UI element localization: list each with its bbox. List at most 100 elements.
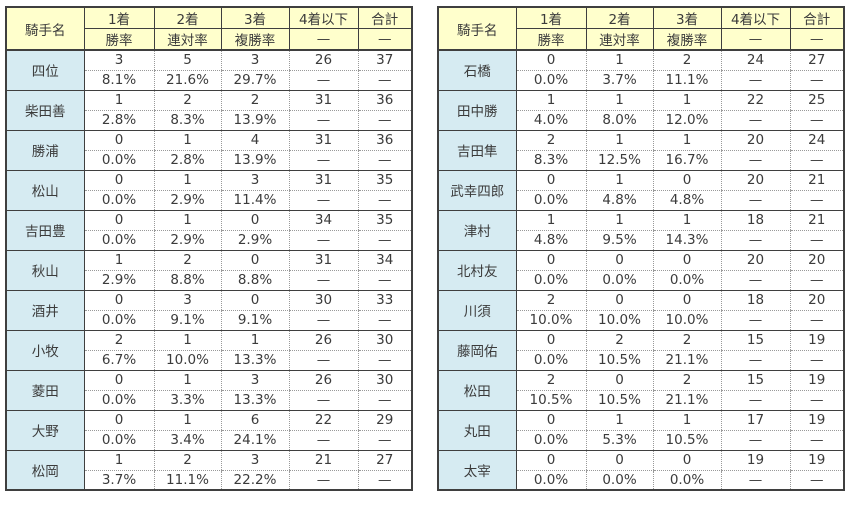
count-cell: 4 [220,129,289,151]
count-cell: 20 [720,249,790,271]
count-cell: 0 [83,169,154,191]
jockey-name-cell: 石橋 [437,49,517,91]
rate-cell: 3.7% [585,70,653,91]
rate-cell: 10.5% [652,430,721,451]
jockey-name-cell: 武幸四郎 [437,169,517,211]
count-cell: 25 [789,89,844,111]
column-header-4th-below: 4着以下 [288,6,359,29]
rate-cell: 21.1% [652,350,721,371]
rate-cell: — [720,110,790,131]
rate-cell: 0.0% [515,430,586,451]
count-cell: 27 [789,49,844,71]
count-cell: 2 [652,369,721,391]
rate-cell: — [288,230,358,251]
count-cell: 0 [652,169,721,191]
rate-cell: — [288,390,358,411]
rate-cell: — [789,150,844,171]
table-row-counts: 勝浦 0 1 4 31 36 [5,129,412,171]
rate-cell: — [357,70,412,91]
rate-cell: — [789,110,844,131]
table-row-counts: 武幸四郎 0 1 0 20 21 [437,169,844,211]
table-row-counts: 小牧 2 1 1 26 30 [5,329,412,371]
rate-cell: 10.0% [153,350,221,371]
table-row-counts: 藤岡佑 0 2 2 15 19 [437,329,844,371]
table-row-counts: 酒井 0 3 0 30 33 [5,289,412,331]
jockey-name-cell: 小牧 [5,329,85,371]
table-row-rates: 2.8% 8.3% 13.9% — — [6,110,412,131]
rate-cell: 8.0% [585,110,653,131]
table-row-counts: 北村友 0 0 0 20 20 [437,249,844,291]
table-header: 騎手名 1着 2着 3着 4着以下 合計 勝率 連対率 複勝率 — — [5,6,413,51]
count-cell: 3 [83,49,154,71]
jockey-name-cell: 大野 [5,409,85,451]
subheader-dash: — [288,28,359,51]
table-row-rates: 0.0% 4.8% 4.8% — — [438,190,844,211]
count-cell: 0 [652,449,721,471]
count-cell: 0 [83,289,154,311]
count-cell: 22 [720,89,790,111]
count-cell: 22 [288,409,358,431]
count-cell: 0 [515,169,586,191]
table-row-counts: 田中勝 1 1 1 22 25 [437,89,844,131]
rate-cell: — [288,270,358,291]
table-row-rates: 10.0% 10.0% 10.0% — — [438,310,844,331]
count-cell: 26 [288,49,358,71]
jockey-name-cell: 川須 [437,289,517,331]
count-cell: 1 [220,329,289,351]
count-cell: 31 [288,169,358,191]
table-row-rates: 2.9% 8.8% 8.8% — — [6,270,412,291]
rate-cell: — [789,310,844,331]
table-row-rates: 3.7% 11.1% 22.2% — — [6,470,412,491]
count-cell: 1 [585,89,653,111]
rate-cell: — [357,270,412,291]
rate-cell: — [357,390,412,411]
count-cell: 36 [357,129,412,151]
rate-cell: — [288,150,358,171]
rate-cell: 8.8% [153,270,221,291]
rate-cell: — [357,310,412,331]
column-header-3rd: 3着 [652,6,722,29]
rate-cell: 3.4% [153,430,221,451]
table-row-rates: 0.0% 10.5% 21.1% — — [438,350,844,371]
count-cell: 1 [153,129,221,151]
count-cell: 1 [83,449,154,471]
rate-cell: — [357,110,412,131]
count-cell: 0 [83,209,154,231]
count-cell: 0 [585,289,653,311]
rate-cell: 10.5% [585,350,653,371]
column-header-jockey-name: 騎手名 [437,6,517,51]
count-cell: 3 [220,369,289,391]
count-cell: 37 [357,49,412,71]
rate-cell: — [720,190,790,211]
count-cell: 1 [652,129,721,151]
table-row-counts: 松山 0 1 3 31 35 [5,169,412,211]
count-cell: 3 [220,49,289,71]
rate-cell: — [357,230,412,251]
count-cell: 0 [220,249,289,271]
rate-cell: 2.8% [153,150,221,171]
table-row-rates: 0.0% 2.8% 13.9% — — [6,150,412,171]
rate-cell: — [288,110,358,131]
rate-cell: 10.5% [585,390,653,411]
subheader-dash: — [720,28,791,51]
rate-cell: 2.9% [153,190,221,211]
table-row-rates: 0.0% 5.3% 10.5% — — [438,430,844,451]
rate-cell: — [357,190,412,211]
count-cell: 2 [153,249,221,271]
count-cell: 1 [652,209,721,231]
rate-cell: 16.7% [652,150,721,171]
count-cell: 2 [515,289,586,311]
rate-cell: — [789,230,844,251]
count-cell: 2 [220,89,289,111]
count-cell: 21 [789,209,844,231]
table-row-rates: 4.8% 9.5% 14.3% — — [438,230,844,251]
table-row-counts: 松岡 1 2 3 21 27 [5,449,412,491]
rate-cell: 0.0% [515,70,586,91]
rate-cell: 10.5% [515,390,586,411]
count-cell: 2 [515,369,586,391]
rate-cell: 0.0% [515,190,586,211]
count-cell: 3 [220,169,289,191]
rate-cell: 2.9% [153,230,221,251]
rate-cell: 24.1% [220,430,289,451]
subheader-dash: — [789,28,845,51]
